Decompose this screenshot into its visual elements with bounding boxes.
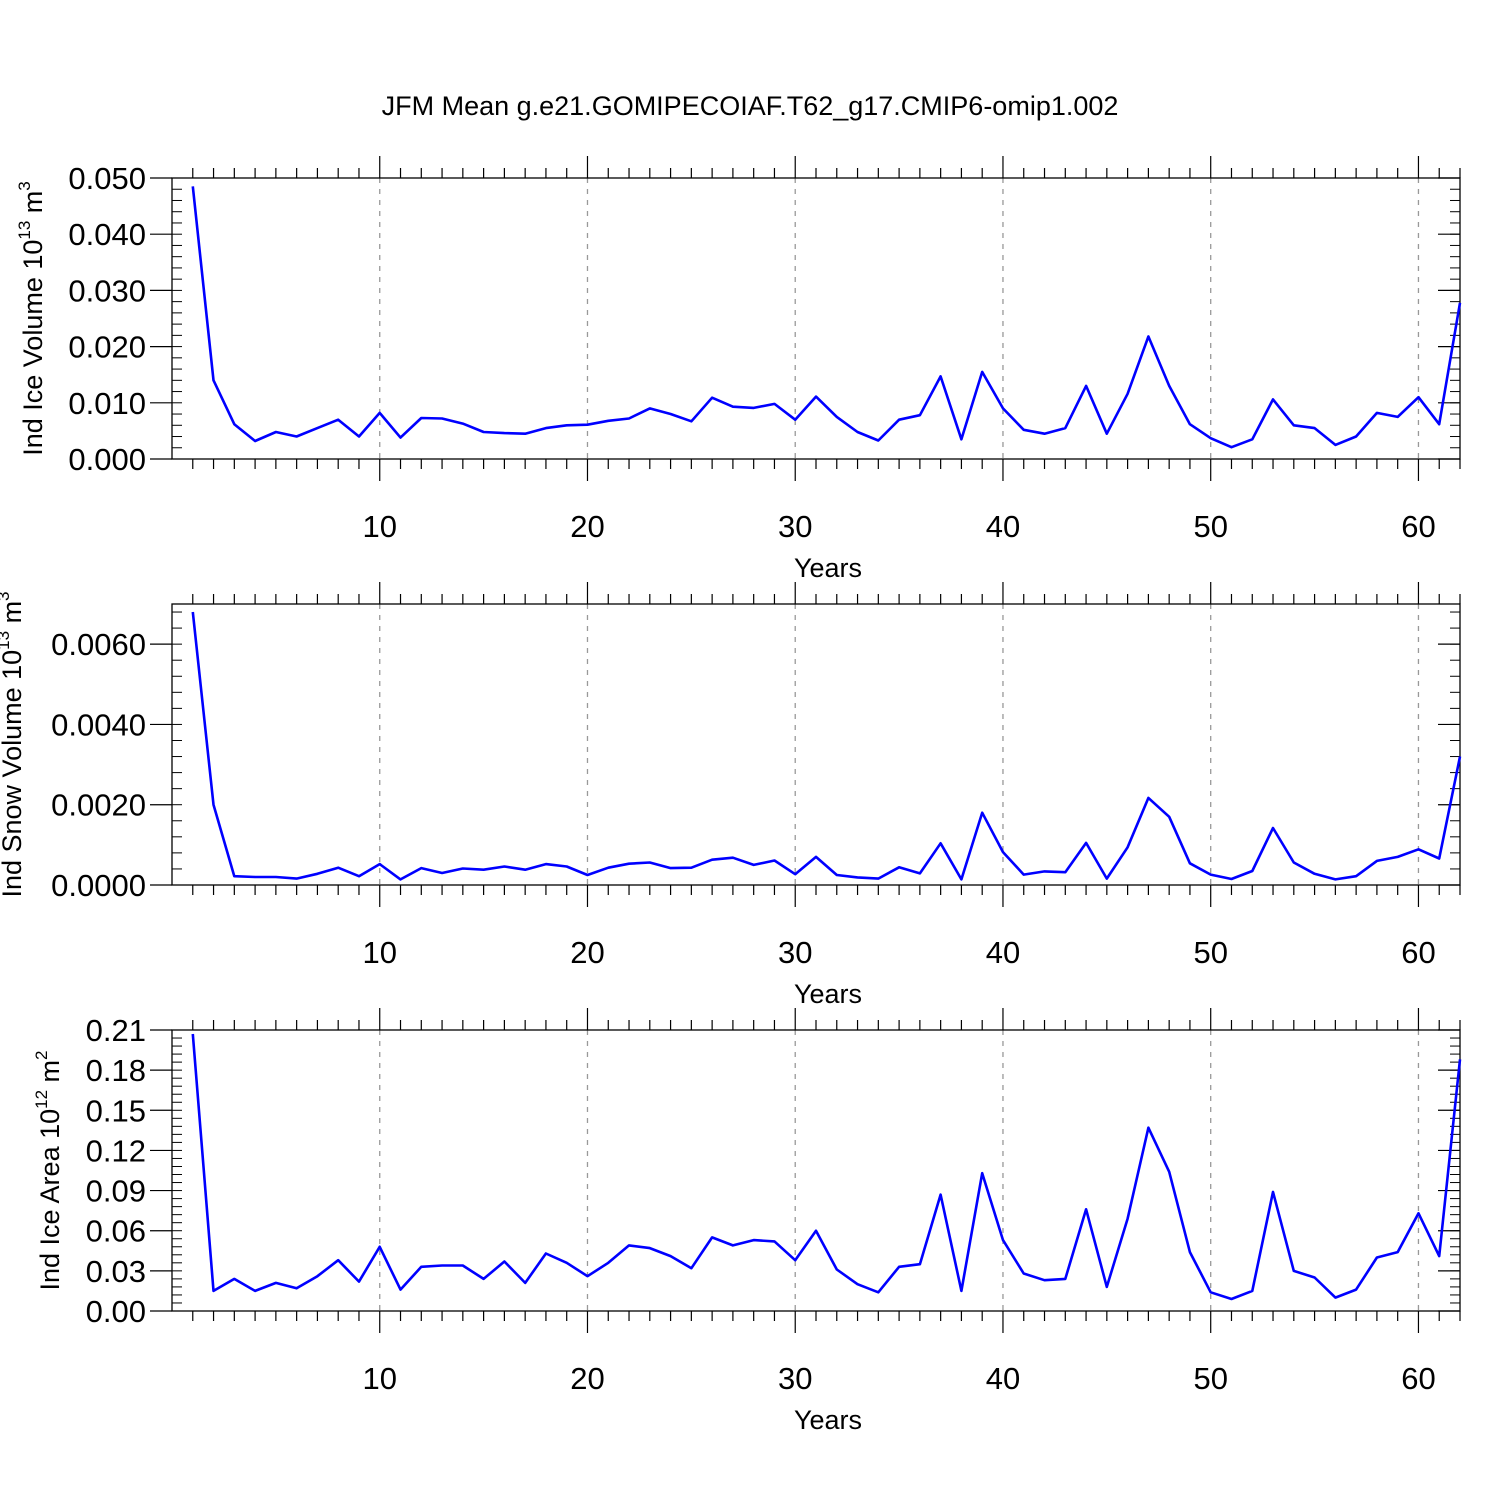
y-tick-label: 0.12 xyxy=(86,1133,146,1168)
x-tick-label: 50 xyxy=(1193,509,1227,544)
y-axis-label-part: 2 xyxy=(32,1050,51,1059)
y-tick-label: 0.06 xyxy=(86,1214,146,1249)
x-tick-label: 40 xyxy=(986,935,1020,970)
x-tick-label: 30 xyxy=(778,509,812,544)
y-tick-label: 0.0000 xyxy=(51,868,146,903)
x-tick-label: 40 xyxy=(986,1361,1020,1396)
y-tick-label: 0.0020 xyxy=(51,788,146,823)
x-tick-label: 10 xyxy=(362,509,396,544)
series-line xyxy=(191,186,1462,449)
y-axis-label-part: 3 xyxy=(0,591,13,600)
x-tick-label: 10 xyxy=(362,1361,396,1396)
y-tick-label: 0.000 xyxy=(68,442,146,477)
y-axis-label-part: m xyxy=(18,191,48,221)
y-axis-label-part: Ind Snow Volume 10 xyxy=(0,650,27,898)
y-axis-label-part: Ind Ice Area 10 xyxy=(35,1109,65,1291)
y-axis-label-part: 13 xyxy=(15,221,34,240)
x-axis-label: Years xyxy=(794,553,862,583)
y-axis-label-part: m xyxy=(35,1060,65,1090)
x-tick-label: 30 xyxy=(778,1361,812,1396)
y-axis-label-part: 12 xyxy=(32,1090,51,1109)
y-axis-label-part: 3 xyxy=(15,181,34,190)
x-tick-label: 20 xyxy=(570,1361,604,1396)
x-tick-label: 50 xyxy=(1193,1361,1227,1396)
y-tick-label: 0.050 xyxy=(68,161,146,196)
x-tick-label: 60 xyxy=(1401,935,1435,970)
y-tick-label: 0.0060 xyxy=(51,627,146,662)
y-tick-label: 0.010 xyxy=(68,386,146,421)
y-tick-label: 0.030 xyxy=(68,273,146,308)
chart-title: JFM Mean g.e21.GOMIPECOIAF.T62_g17.CMIP6… xyxy=(382,91,1119,121)
y-axis-label-part: 13 xyxy=(0,631,13,650)
y-axis-label-part: Ind Ice Volume 10 xyxy=(18,240,48,456)
series-line xyxy=(191,1033,1462,1301)
y-axis-label: Ind Ice Volume 1013 m3 xyxy=(15,181,48,456)
x-tick-label: 20 xyxy=(570,509,604,544)
plot-panel-3: 0.00 0.03 0.06 0.09 0.12 0.15 0.18 0.21 10 20 30 40… xyxy=(32,1008,1462,1435)
x-tick-label: 60 xyxy=(1401,509,1435,544)
y-tick-label: 0.0040 xyxy=(51,707,146,742)
y-tick-label: 0.21 xyxy=(86,1013,146,1048)
y-tick-label: 0.09 xyxy=(86,1174,146,1209)
y-tick-label: 0.040 xyxy=(68,217,146,252)
plot-panel-1: 0.000 0.010 0.020 0.030 0.040 0.050 10 20 30 40 50… xyxy=(15,156,1462,583)
plot-frame xyxy=(171,177,1461,460)
y-axis-label: Ind Snow Volume 1013 m3 xyxy=(0,591,27,897)
panels: 0.000 0.010 0.020 0.030 0.040 0.050 10 20 30 40 50… xyxy=(0,156,1462,1435)
x-tick-label: 10 xyxy=(362,935,396,970)
x-tick-label: 20 xyxy=(570,935,604,970)
y-axis-label-part: m xyxy=(0,601,27,631)
y-tick-label: 0.03 xyxy=(86,1254,146,1289)
x-tick-label: 30 xyxy=(778,935,812,970)
x-tick-label: 60 xyxy=(1401,1361,1435,1396)
y-axis-label: Ind Ice Area 1012 m2 xyxy=(32,1050,65,1290)
y-tick-label: 0.020 xyxy=(68,330,146,365)
x-axis-label: Years xyxy=(794,979,862,1009)
x-tick-label: 40 xyxy=(986,509,1020,544)
x-tick-label: 50 xyxy=(1193,935,1227,970)
y-tick-label: 0.00 xyxy=(86,1294,146,1329)
y-tick-label: 0.18 xyxy=(86,1053,146,1088)
y-tick-label: 0.15 xyxy=(86,1093,146,1128)
plot-panel-2: 0.0000 0.0020 0.0040 0.0060 10 20 30 40 50 60 Year… xyxy=(0,582,1462,1009)
series-line xyxy=(191,611,1462,881)
x-axis-label: Years xyxy=(794,1405,862,1435)
